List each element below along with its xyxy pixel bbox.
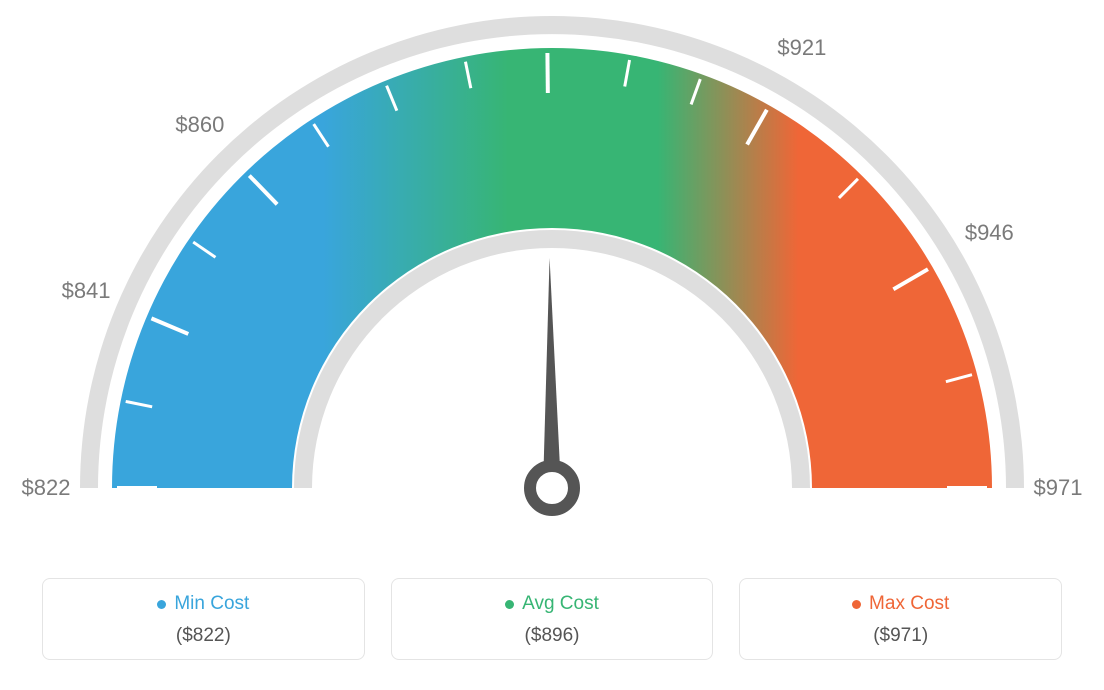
gauge-area: $822$841$860$896$921$946$971 (0, 0, 1104, 560)
gauge-needle (543, 258, 561, 488)
legend-min-title: Min Cost (157, 593, 249, 615)
legend-card-max: Max Cost ($971) (739, 578, 1062, 660)
legend-min-label: Min Cost (174, 593, 249, 615)
cost-gauge-chart: $822$841$860$896$921$946$971 Min Cost ($… (0, 0, 1104, 690)
gauge-tick-label: $822 (22, 475, 71, 501)
legend-max-title: Max Cost (852, 593, 949, 615)
gauge-tick-label: $841 (62, 278, 111, 304)
gauge-tick-label: $946 (965, 220, 1014, 246)
gauge-tick-label: $971 (1034, 475, 1083, 501)
legend-row: Min Cost ($822) Avg Cost ($896) Max Cost… (42, 578, 1062, 660)
legend-max-value: ($971) (750, 625, 1051, 647)
legend-avg-title: Avg Cost (505, 593, 599, 615)
gauge-tick-label: $860 (175, 112, 224, 138)
legend-avg-label: Avg Cost (522, 593, 599, 615)
legend-card-avg: Avg Cost ($896) (391, 578, 714, 660)
gauge-svg (0, 0, 1104, 560)
dot-icon (157, 600, 166, 609)
dot-icon (852, 600, 861, 609)
legend-avg-value: ($896) (402, 625, 703, 647)
gauge-tick-label: $921 (777, 35, 826, 61)
legend-min-value: ($822) (53, 625, 354, 647)
dot-icon (505, 600, 514, 609)
gauge-needle-hub (530, 466, 574, 510)
legend-card-min: Min Cost ($822) (42, 578, 365, 660)
legend-max-label: Max Cost (869, 593, 949, 615)
